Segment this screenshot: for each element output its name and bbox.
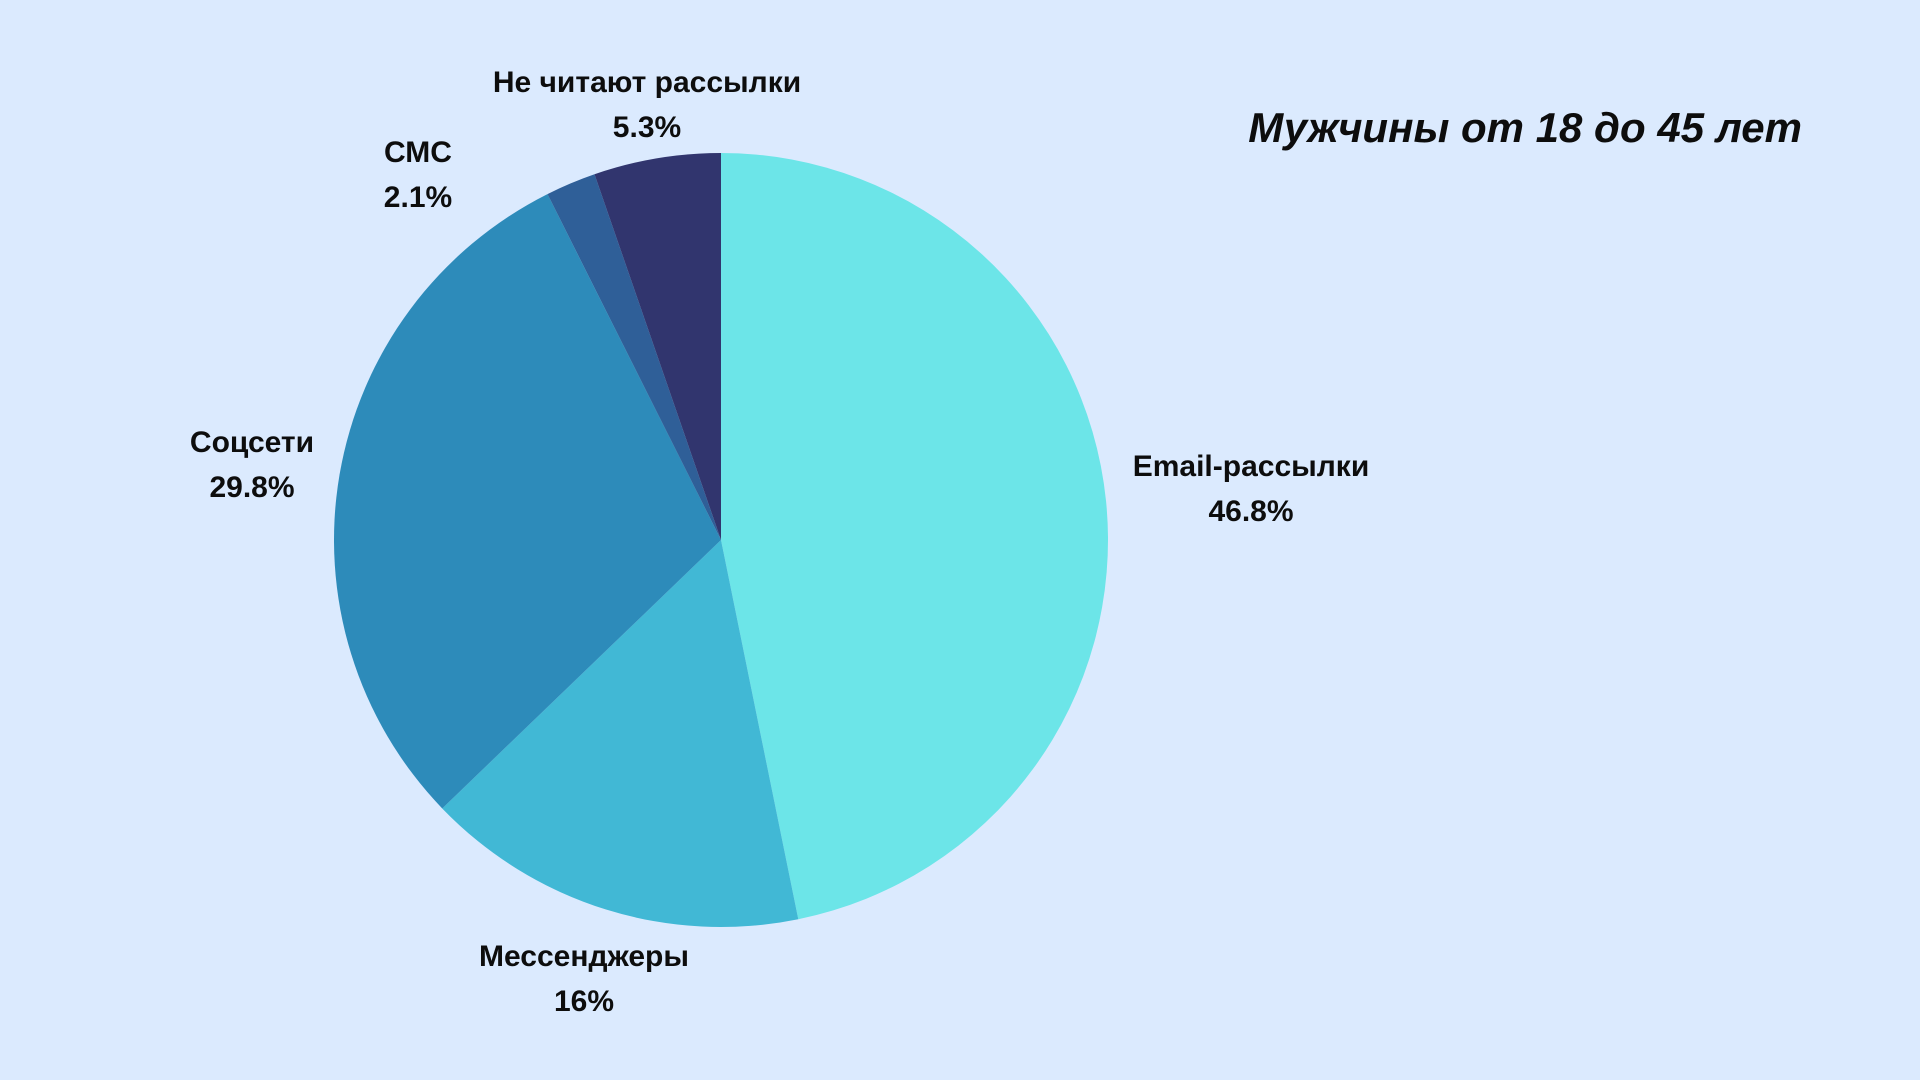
slice-value-label-3: 29.8% [209, 471, 294, 504]
pie-slice-3 [334, 194, 721, 809]
pie-slice-4 [547, 174, 721, 540]
pie-slice-5 [594, 153, 721, 540]
slice-value-label-1: 46.8% [1208, 495, 1293, 528]
slice-label-5: Не читают рассылки [493, 66, 801, 99]
slice-value-label-4: 2.1% [384, 181, 452, 214]
pie-slice-1 [721, 153, 1109, 920]
chart-title: Мужчины от 18 до 45 лет [1248, 104, 1802, 151]
slice-label-4: СМС [384, 136, 452, 169]
pie-slice-2 [442, 540, 799, 928]
slice-label-3: Соцсети [190, 426, 314, 459]
slice-value-label-5: 5.3% [613, 111, 681, 144]
slice-label-2: Мессенджеры [479, 940, 689, 973]
slice-value-label-2: 16% [554, 985, 614, 1018]
slice-label-1: Email-рассылки [1133, 450, 1370, 483]
